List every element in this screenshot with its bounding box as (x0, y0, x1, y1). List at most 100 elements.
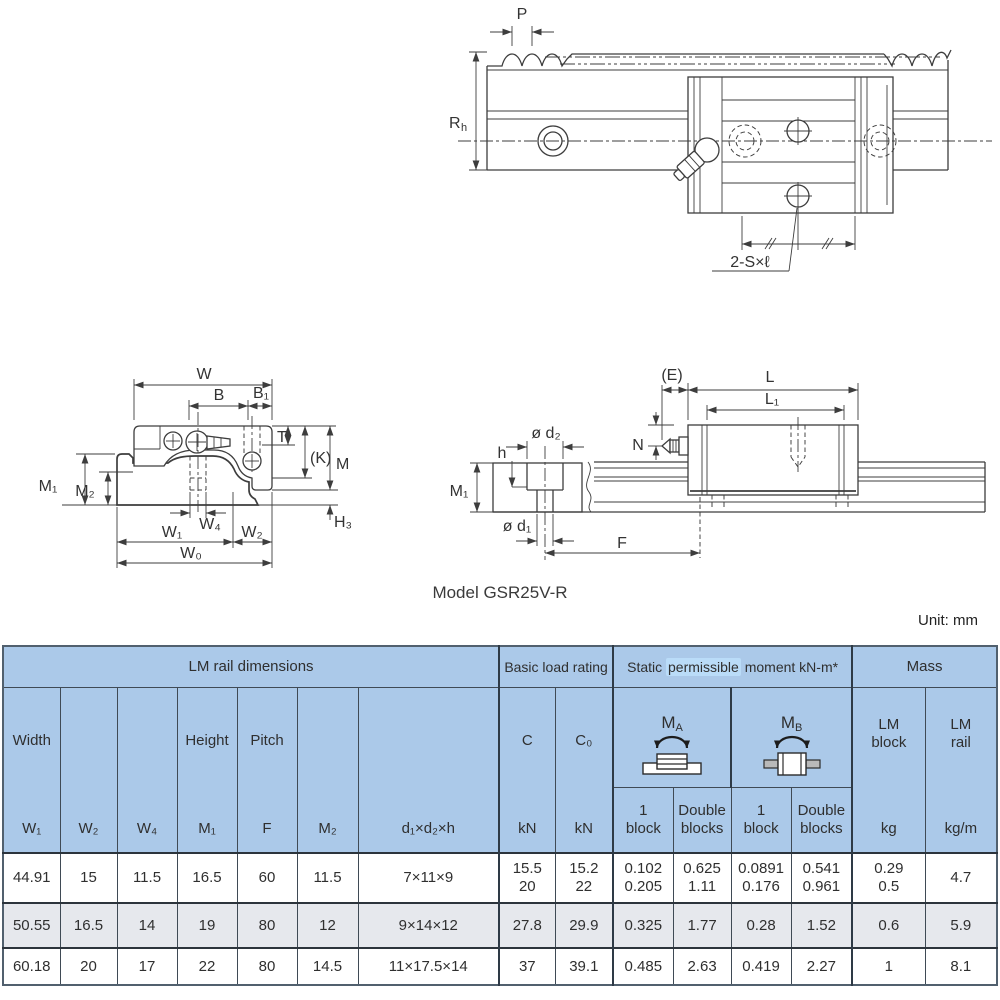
block-hole-top (784, 117, 812, 145)
m2-symbol: M₂ (318, 820, 337, 838)
t-label: T (277, 429, 287, 446)
table-cell: 0.485 (612, 947, 674, 986)
w2-label: W₂ (241, 524, 262, 541)
group-static-moment: Static permissible moment kN-m* (612, 645, 853, 688)
d1-label: ø d₁ (503, 518, 532, 535)
grease-nipple-side-icon (661, 436, 689, 456)
w1-symbol: W₁ (22, 820, 42, 838)
table-cell: 16.5 (176, 852, 238, 904)
m2-label: M₂ (75, 483, 95, 500)
cross-section-drawing: W B B₁ T (K) M H₃ M₁ M₂ W₄ W₁ W₂ W₀ (39, 366, 352, 568)
subheader-mb-1-block: 1 block (730, 787, 792, 854)
grease-nipple-icon (673, 137, 720, 181)
c0-unit: kN (574, 820, 593, 838)
mb-symbol: M (780, 712, 795, 732)
b1-label: B₁ (253, 385, 269, 402)
table-cell: 80 (236, 947, 298, 986)
c-unit: kN (518, 820, 537, 838)
table-cell: 14.5 (296, 947, 359, 986)
lm-rail-label: LM rail (950, 716, 972, 751)
ma-symbol-sub: A (675, 721, 683, 734)
col-header-mb: MB (730, 687, 853, 788)
col-header-w4: W₄ (116, 687, 178, 854)
table-cell: 9×14×12 (357, 902, 500, 949)
table-cell: 8.1 (924, 947, 998, 986)
col-header-c0: C₀ kN (554, 687, 614, 854)
bolt-note-label: 2-S×ℓ (730, 254, 769, 271)
table-cell: 4.7 (924, 852, 998, 904)
w1-label: W₁ (162, 524, 183, 541)
height-label: Height (185, 732, 229, 749)
w4-symbol: W₄ (136, 820, 158, 838)
col-header-lm-rail: LM rail kg/m (924, 687, 998, 854)
table-cell: 0.29 0.5 (851, 852, 926, 904)
table-cell: 44.91 (2, 852, 61, 904)
mb-moment-icon (762, 735, 821, 776)
m1-symbol: M₁ (198, 820, 216, 838)
table-cell: 60 (236, 852, 298, 904)
rail-height-sub: h (461, 122, 467, 134)
pitch-label: P (517, 6, 528, 23)
block-hole-bottom (784, 182, 812, 210)
table-cell: 12 (296, 902, 359, 949)
col-header-w2: W₂ (59, 687, 118, 854)
width-label: Width (12, 732, 51, 749)
k-label: (K) (310, 450, 331, 467)
l1-label: L₁ (765, 391, 779, 408)
hidden-hole-right (863, 124, 897, 158)
col-header-lm-block: LM block kg (851, 687, 926, 854)
table-cell: 0.102 0.205 (612, 852, 674, 904)
m1-label: M₁ (39, 478, 58, 495)
c0-symbol: C₀ (575, 732, 593, 749)
top-view-drawing: P R h 2-S×ℓ (449, 6, 992, 272)
moment-text-suffix: moment kN-m* (740, 658, 839, 675)
col-header-m2: M₂ (296, 687, 359, 854)
table-cell: 15 (59, 852, 118, 904)
table-cell: 37 (498, 947, 556, 986)
table-cell: 22 (176, 947, 238, 986)
m-label: M (336, 456, 349, 473)
table-cell: 15.5 20 (498, 852, 556, 904)
group-mass: Mass (851, 645, 998, 688)
ma-moment-icon (642, 735, 702, 775)
lm-block-unit: kg (880, 820, 897, 838)
d2-label: ø d₂ (531, 425, 560, 442)
table-cell: 1.52 (790, 902, 853, 949)
w4-label: W₄ (199, 516, 221, 533)
mb-symbol-sub: B (795, 721, 803, 734)
table-cell: 39.1 (554, 947, 614, 986)
group-lm-rail-dimensions: LM rail dimensions (2, 645, 500, 688)
b-label: B (214, 387, 225, 404)
w-label: W (196, 366, 212, 383)
table-cell: 14 (116, 902, 178, 949)
table-cell: 29.9 (554, 902, 614, 949)
lm-rail-unit: kg/m (944, 820, 978, 838)
table-body: 44.91 15 11.5 16.5 60 11.5 7×11×9 15.5 20 15.2 2… (2, 852, 998, 986)
table-cell: 11×17.5×14 (357, 947, 500, 986)
table-cell: 0.325 (612, 902, 674, 949)
highlighted-word[interactable]: permissible (666, 657, 741, 676)
col-header-m1: Height M₁ (176, 687, 238, 854)
ma-symbol: M (661, 712, 676, 732)
table-cell: 17 (116, 947, 178, 986)
col-header-w1: Width W₁ (2, 687, 61, 854)
table-cell: 0.28 (730, 902, 792, 949)
table-cell: 2.63 (672, 947, 732, 986)
subheader-ma-1-block: 1 block (612, 787, 674, 854)
table-row: 50.55 16.5 14 19 80 12 9×14×12 27.8 29.9 0.325 1.7… (2, 902, 998, 949)
table-cell: 1 (851, 947, 926, 986)
c-symbol: C (521, 732, 533, 749)
table-cell: 16.5 (59, 902, 118, 949)
table-cell: 0.0891 0.176 (730, 852, 792, 904)
f-label: F (617, 535, 627, 552)
dxh-symbol: d₁×d₂×h (401, 820, 455, 838)
table-cell: 7×11×9 (357, 852, 500, 904)
m1-side-label: M₁ (450, 483, 469, 500)
unit-label: Unit: mm (918, 612, 978, 629)
moment-text-prefix: Static (627, 658, 667, 675)
grease-nipple-section-icon (185, 430, 231, 454)
w0-label: W₀ (180, 545, 202, 562)
table-cell: 27.8 (498, 902, 556, 949)
table-cell: 80 (236, 902, 298, 949)
